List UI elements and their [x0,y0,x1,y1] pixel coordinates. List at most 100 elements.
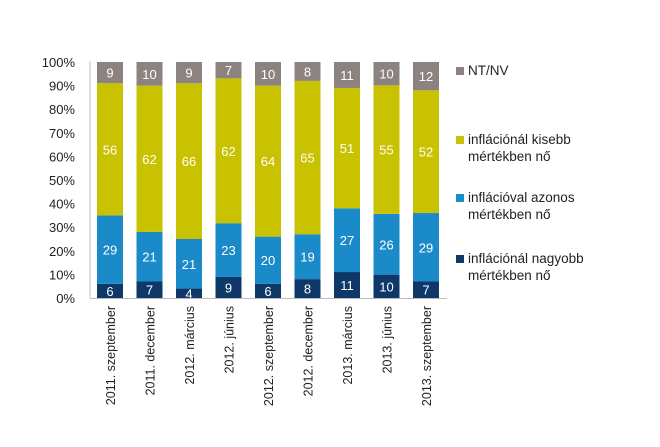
legend-item-azonos: inflációval azonos mértékben nő [456,189,656,223]
legend-item-nt-nv: NT/NV [456,62,656,79]
bar-segment [136,85,163,232]
bar-segment [334,272,360,298]
data-label: 9 [185,66,192,81]
bar-segment [215,223,242,277]
y-tick-label: 60% [49,149,75,164]
bar-segment [373,62,400,86]
data-label: 10 [379,67,393,82]
data-label: 64 [261,154,275,169]
bar-segment [215,62,242,79]
data-label: 6 [106,284,113,299]
data-label: 11 [340,278,354,293]
x-tick-label: 2013. szeptember [420,306,434,406]
x-tick-label: 2012. december [302,306,316,396]
bar-segment [255,236,281,284]
bar-segment [97,215,123,284]
y-axis: 0% 10% 20% 30% 40% 50% 60% 70% 80% 90% 100% [42,55,91,306]
data-label: 4 [185,286,192,301]
y-tick-label: 0% [56,291,75,306]
legend-label-line1: inflációval azonos [468,190,575,205]
bar-segment [413,281,439,298]
bar-stack: 7 29 52 12 [413,62,439,298]
bar-segment [294,62,321,81]
bar-segment [176,62,202,84]
data-label: 10 [379,279,393,294]
legend-item-kisebb: inflációnál kisebb mértékben nő [456,131,656,165]
data-label: 55 [379,143,393,158]
data-label: 11 [340,68,354,83]
y-tick-label: 10% [49,267,75,282]
data-label: 65 [300,151,314,166]
data-label: 29 [419,240,433,255]
data-label: 9 [225,280,232,295]
bar-segment [176,239,202,289]
legend-swatch [456,194,464,202]
data-label: 7 [146,283,153,298]
legend-item-nagyobb: inflációnál nagyobb mértékben nő [456,250,656,284]
y-tick-label: 20% [49,244,75,259]
x-tick-label: 2011. szeptember [104,306,118,405]
bar-segment [294,80,321,235]
bar-segment [413,213,439,282]
data-label: 8 [304,64,311,79]
bar-stack: 9 23 62 7 [215,62,242,298]
data-label: 21 [142,250,156,265]
y-tick-label: 70% [49,126,75,141]
y-tick-label: 50% [49,173,75,188]
legend-label-line2: mértékben nő [468,207,551,222]
bar-stack: 7 21 62 10 [136,62,163,298]
x-tick-label: 2011. december [144,306,158,395]
bar-segment [255,62,281,86]
bar-segment [136,62,163,86]
x-tick-label: 2012. június [223,306,237,373]
y-tick-label: 40% [49,197,75,212]
data-label: 51 [340,141,354,156]
bar-segment [136,231,163,282]
legend-label-line1: inflációnál kisebb [468,132,571,147]
bar-segment [294,279,321,298]
bar-segment [334,87,360,209]
x-tick-label: 2012. március [183,306,197,385]
x-axis: 2011. szeptember 2011. december 2012. márc… [90,298,447,406]
bar-segment [176,83,202,240]
data-label: 8 [304,282,311,297]
data-label: 9 [106,66,113,81]
data-label: 19 [300,250,314,265]
legend-label: NT/NV [468,63,509,78]
legend-label-line2: mértékben nő [468,268,551,283]
data-label: 12 [419,69,433,84]
bar-segment [176,288,202,298]
bar-segment [255,283,281,298]
legend-swatch [456,136,464,144]
bar-segment [215,276,242,298]
data-label: 29 [103,243,117,258]
bar-segment [97,283,123,298]
data-label: 27 [340,233,354,248]
x-tick-label: 2013. március [341,306,355,385]
data-label: 21 [182,257,196,272]
bar-segment [97,83,123,216]
data-label: 10 [142,67,156,82]
bar-segment [215,78,242,224]
bar-segment [413,90,439,214]
data-label: 23 [221,243,235,258]
bar-stack: 8 19 65 8 [294,62,321,298]
bar-stack: 6 29 56 9 [97,62,123,299]
y-tick-label: 90% [49,79,75,94]
bar-segment [373,85,400,214]
data-label: 52 [419,145,433,160]
bar-segment [334,62,360,88]
bar-stack: 6 20 64 10 [255,62,281,299]
bar-segment [334,208,360,273]
data-label: 26 [379,237,393,252]
legend-swatch [456,67,464,75]
bar-segment [373,213,400,275]
y-tick-label: 80% [49,102,75,117]
bar-segment [136,281,163,298]
y-tick-label: 100% [42,55,76,70]
data-label: 6 [264,284,271,299]
bar-segment [373,274,400,298]
data-label: 62 [142,152,156,167]
bars: 6295697216210421669923627620641081965811… [97,62,439,301]
